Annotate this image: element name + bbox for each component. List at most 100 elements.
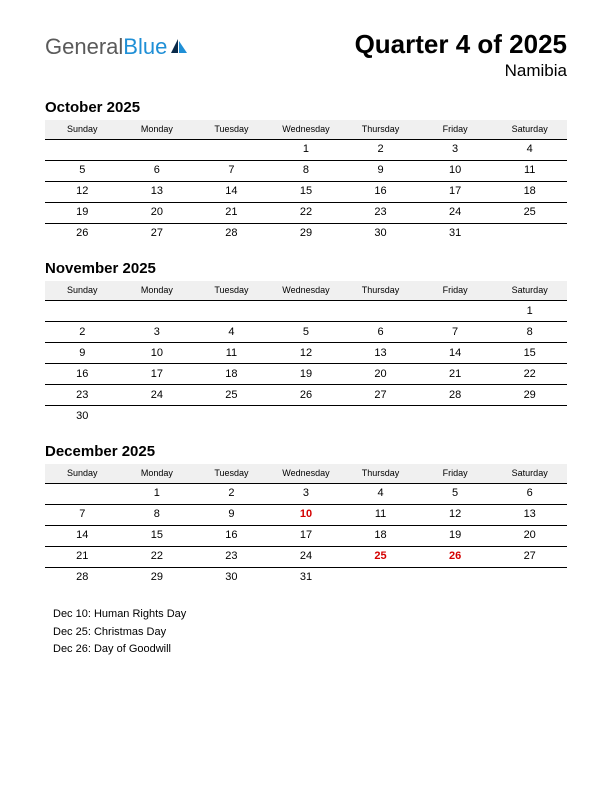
day-header: Wednesday	[269, 120, 344, 140]
day-header: Saturday	[492, 120, 567, 140]
calendar-cell: 26	[45, 223, 120, 244]
calendar-cell: 17	[418, 181, 493, 202]
calendar-cell: 19	[418, 525, 493, 546]
calendar-cell	[194, 139, 269, 160]
calendar-cell: 12	[418, 504, 493, 525]
day-header: Thursday	[343, 120, 418, 140]
calendar-cell: 20	[120, 202, 195, 223]
calendar-cell: 26	[418, 546, 493, 567]
calendar-cell: 27	[343, 385, 418, 406]
month-title: December 2025	[45, 443, 567, 460]
day-header: Friday	[418, 120, 493, 140]
calendar-cell: 17	[269, 525, 344, 546]
calendar-cell: 8	[120, 504, 195, 525]
calendar-cell	[492, 567, 567, 588]
calendar-cell	[194, 406, 269, 427]
calendar-cell: 22	[492, 364, 567, 385]
calendar-cell: 19	[269, 364, 344, 385]
calendar-cell: 29	[269, 223, 344, 244]
calendar-cell: 2	[194, 483, 269, 504]
holiday-entry: Dec 26: Day of Goodwill	[53, 641, 567, 659]
calendar-cell: 5	[269, 322, 344, 343]
calendar-cell: 6	[343, 322, 418, 343]
calendar-cell: 10	[269, 504, 344, 525]
calendar-cell: 15	[120, 525, 195, 546]
calendar-row: 567891011	[45, 160, 567, 181]
calendar-cell: 7	[45, 504, 120, 525]
calendar-row: 16171819202122	[45, 364, 567, 385]
calendar-cell	[492, 223, 567, 244]
calendar-cell: 1	[492, 301, 567, 322]
month-title: October 2025	[45, 99, 567, 116]
calendar-cell: 25	[194, 385, 269, 406]
calendar-cell: 30	[45, 406, 120, 427]
calendar-cell: 18	[343, 525, 418, 546]
logo: GeneralBlue	[45, 34, 189, 60]
calendar-cell: 16	[45, 364, 120, 385]
calendar-row: 262728293031	[45, 223, 567, 244]
calendar-cell: 23	[343, 202, 418, 223]
calendar-cell: 13	[120, 181, 195, 202]
day-header: Saturday	[492, 464, 567, 484]
calendar-cell: 11	[343, 504, 418, 525]
calendar-cell	[45, 483, 120, 504]
calendar-cell: 28	[194, 223, 269, 244]
calendar-cell: 10	[120, 343, 195, 364]
calendar-cell: 28	[418, 385, 493, 406]
calendar-cell: 6	[120, 160, 195, 181]
calendar-row: 1234	[45, 139, 567, 160]
calendar-cell: 11	[492, 160, 567, 181]
calendar-cell: 13	[492, 504, 567, 525]
calendar-cell: 26	[269, 385, 344, 406]
calendar-cell	[418, 301, 493, 322]
calendar-cell: 13	[343, 343, 418, 364]
calendar-cell: 9	[45, 343, 120, 364]
calendar-cell: 14	[194, 181, 269, 202]
calendar-row: 19202122232425	[45, 202, 567, 223]
day-header: Tuesday	[194, 120, 269, 140]
calendar-cell: 3	[269, 483, 344, 504]
month-block: November 2025SundayMondayTuesdayWednesda…	[45, 260, 567, 427]
calendar-cell: 14	[418, 343, 493, 364]
calendar-cell: 5	[45, 160, 120, 181]
calendar-cell: 15	[269, 181, 344, 202]
calendar-cell: 23	[45, 385, 120, 406]
calendar-cell	[269, 301, 344, 322]
calendar-cell: 31	[269, 567, 344, 588]
calendar-row: 1	[45, 301, 567, 322]
title-block: Quarter 4 of 2025 Namibia	[355, 30, 567, 81]
calendar-row: 2345678	[45, 322, 567, 343]
calendar-cell: 6	[492, 483, 567, 504]
month-title: November 2025	[45, 260, 567, 277]
day-header: Wednesday	[269, 464, 344, 484]
day-header: Thursday	[343, 464, 418, 484]
calendar-cell: 3	[120, 322, 195, 343]
calendar-cell	[343, 406, 418, 427]
calendar-cell: 24	[418, 202, 493, 223]
day-header: Saturday	[492, 281, 567, 301]
month-block: December 2025SundayMondayTuesdayWednesda…	[45, 443, 567, 589]
calendar-cell	[45, 139, 120, 160]
calendar-cell	[418, 406, 493, 427]
calendar-cell: 18	[194, 364, 269, 385]
calendar-cell: 15	[492, 343, 567, 364]
calendar-cell	[343, 567, 418, 588]
logo-word-2: Blue	[123, 34, 167, 60]
calendar-cell: 16	[194, 525, 269, 546]
calendar-cell: 2	[45, 322, 120, 343]
calendar-cell: 8	[492, 322, 567, 343]
calendar-cell	[194, 301, 269, 322]
calendar-cell: 30	[194, 567, 269, 588]
calendar-table: SundayMondayTuesdayWednesdayThursdayFrid…	[45, 120, 567, 245]
calendar-cell: 22	[120, 546, 195, 567]
day-header: Sunday	[45, 120, 120, 140]
calendar-row: 21222324252627	[45, 546, 567, 567]
calendar-row: 123456	[45, 483, 567, 504]
calendar-cell	[120, 301, 195, 322]
calendar-cell: 27	[120, 223, 195, 244]
calendar-cell: 21	[45, 546, 120, 567]
calendar-cell: 21	[418, 364, 493, 385]
page-header: GeneralBlue Quarter 4 of 2025 Namibia	[45, 30, 567, 81]
calendar-cell	[45, 301, 120, 322]
calendar-cell: 9	[194, 504, 269, 525]
